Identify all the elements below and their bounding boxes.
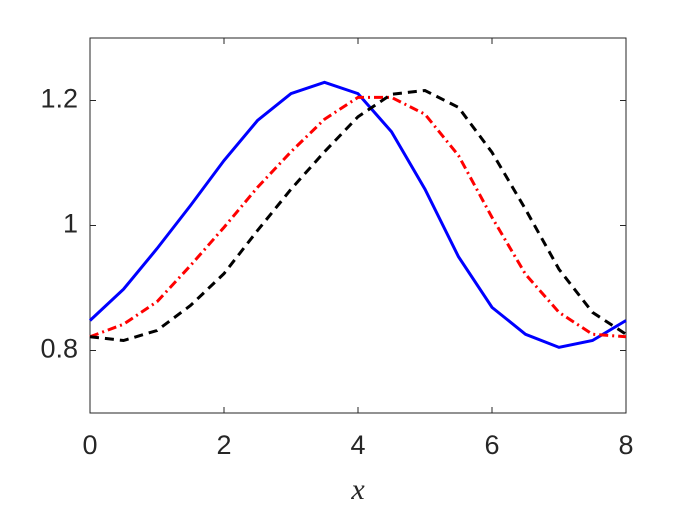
series-line xyxy=(89,95,627,339)
y-tick-label: 1 xyxy=(63,209,78,239)
x-tick-label: 0 xyxy=(82,430,97,460)
series-line xyxy=(89,88,627,343)
y-tick-label: 1.2 xyxy=(40,84,78,114)
series-line xyxy=(88,80,627,349)
x-tick-label: 8 xyxy=(618,430,633,460)
x-tick-label: 2 xyxy=(216,430,231,460)
x-tick-label: 6 xyxy=(484,430,499,460)
x-tick-label: 4 xyxy=(350,430,365,460)
y-tick-label: 0.8 xyxy=(40,334,78,364)
x-axis-label: x xyxy=(350,473,365,506)
